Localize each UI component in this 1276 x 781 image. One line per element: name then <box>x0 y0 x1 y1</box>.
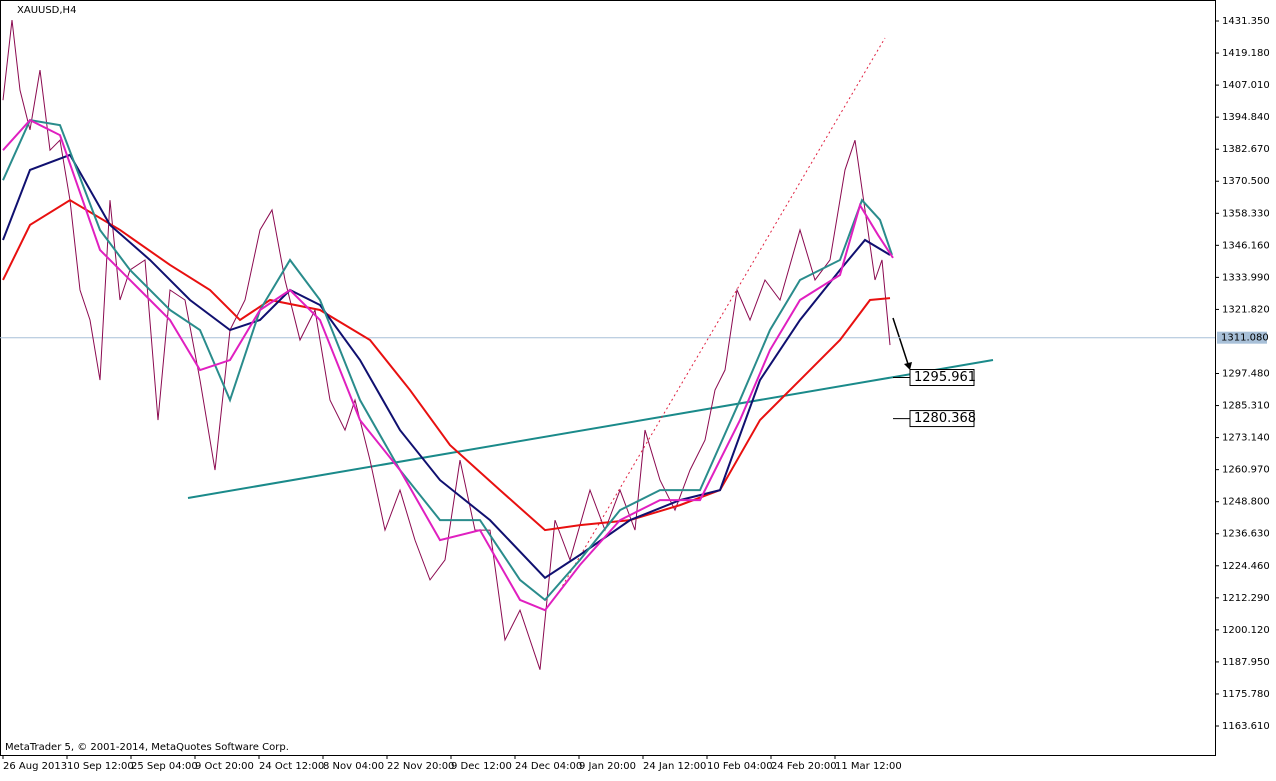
x-tick-label: 24 Oct 12:00 <box>259 761 324 772</box>
y-tick-label: 1370.500 <box>1222 176 1270 187</box>
annotation-box <box>909 410 975 428</box>
x-tick-label: 26 Aug 2013 <box>3 761 67 772</box>
y-tick-label: 1358.330 <box>1222 208 1270 219</box>
annotation-label: 1295.961 <box>914 370 976 385</box>
y-tick-label: 1224.460 <box>1222 561 1270 572</box>
current-price-label: 1311.080 <box>1221 333 1269 344</box>
x-tick-label: 24 Dec 04:00 <box>515 761 582 772</box>
trendline <box>187 359 994 499</box>
price-line <box>2 118 894 612</box>
y-tick-label: 1285.310 <box>1222 401 1270 412</box>
y-tick-label: 1431.350 <box>1222 16 1270 27</box>
y-tick-label: 1163.610 <box>1222 721 1270 732</box>
y-tick-label: 1260.970 <box>1222 465 1270 476</box>
y-tick-label: 1200.120 <box>1222 625 1270 636</box>
y-tick-label: 1236.630 <box>1222 529 1270 540</box>
chart-title: XAUUSD,H4 <box>17 5 76 16</box>
footer: MetaTrader 5, © 2001-2014, MetaQuotes So… <box>5 742 289 753</box>
x-tick-label: 9 Dec 12:00 <box>451 761 512 772</box>
y-tick-label: 1212.290 <box>1222 593 1270 604</box>
y-tick-label: 1382.670 <box>1222 144 1270 155</box>
arrow <box>892 317 909 365</box>
price-line <box>2 119 893 602</box>
x-tick-label: 24 Jan 12:00 <box>643 761 706 772</box>
x-tick-label: 11 Mar 12:00 <box>835 761 902 772</box>
x-tick-label: 9 Jan 20:00 <box>579 761 636 772</box>
trendline <box>559 37 886 591</box>
y-tick-label: 1297.480 <box>1222 369 1270 380</box>
x-tick-label: 10 Sep 12:00 <box>67 761 134 772</box>
price-line <box>2 153 891 580</box>
y-tick-label: 1187.950 <box>1222 657 1270 668</box>
y-tick-label: 1175.780 <box>1222 689 1270 700</box>
y-tick-label: 1321.820 <box>1222 304 1270 315</box>
y-tick-label: 1248.800 <box>1222 497 1270 508</box>
x-tick-label: 24 Feb 20:00 <box>771 761 837 772</box>
annotation-box <box>909 369 975 387</box>
price-line <box>2 199 891 532</box>
x-tick-label: 10 Feb 04:00 <box>707 761 773 772</box>
plot-frame <box>0 0 1216 756</box>
y-tick-label: 1273.140 <box>1222 433 1270 444</box>
y-tick-label: 1333.990 <box>1222 272 1270 283</box>
x-tick-label: 8 Nov 04:00 <box>323 761 384 772</box>
x-tick-label: 9 Oct 20:00 <box>195 761 254 772</box>
price-line <box>2 20 891 670</box>
y-tick-label: 1407.010 <box>1222 80 1270 91</box>
y-tick-label: 1394.840 <box>1222 112 1270 123</box>
y-tick-label: 1419.180 <box>1222 48 1270 59</box>
arrow-head <box>904 362 912 370</box>
current-price-box <box>1217 331 1267 344</box>
x-tick-label: 25 Sep 04:00 <box>131 761 198 772</box>
y-tick-label: 1346.160 <box>1222 240 1270 251</box>
x-tick-label: 22 Nov 20:00 <box>387 761 454 772</box>
annotation-label: 1280.368 <box>914 411 976 426</box>
